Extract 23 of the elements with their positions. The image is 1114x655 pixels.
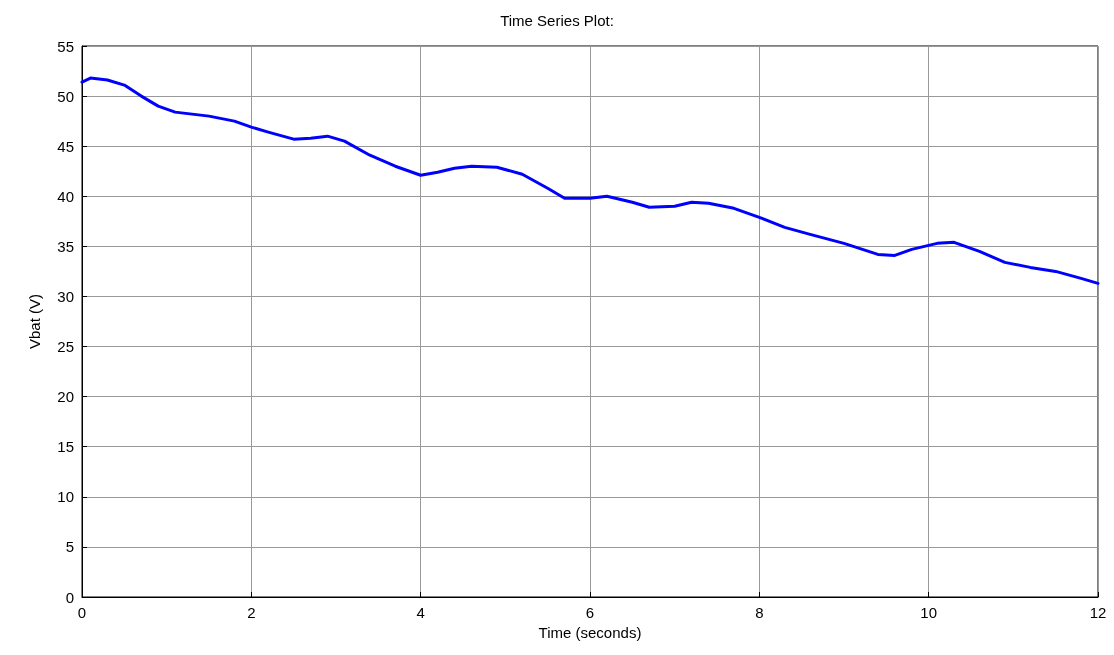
y-tick-label: 35 — [57, 237, 74, 255]
line-series — [80, 76, 1100, 285]
x-tick-label: 0 — [77, 604, 87, 621]
x-tick-label: 12 — [1089, 604, 1107, 621]
x-tick-label: 2 — [247, 604, 256, 621]
chart-title: Time Series Plot: — [500, 12, 614, 29]
y-tick-label: 30 — [57, 287, 74, 305]
y-tick-label: 25 — [57, 338, 74, 356]
x-tick-label: 6 — [585, 604, 595, 621]
x-tick-label: 8 — [755, 604, 764, 621]
y-tick-label: 50 — [57, 87, 74, 105]
y-tick-label: 45 — [57, 137, 74, 155]
y-tick-label: 10 — [57, 488, 74, 506]
x-tick-label: 4 — [416, 604, 425, 621]
y-tick-label: 55 — [57, 37, 74, 55]
y-tick-label: 5 — [65, 538, 74, 556]
y-axis-title: Vbat (V) — [26, 293, 43, 350]
y-tick-label: 0 — [65, 588, 74, 606]
y-tick-label: 20 — [57, 388, 74, 406]
x-axis-title: Time (seconds) — [538, 624, 642, 641]
y-tick-label: 15 — [57, 438, 74, 456]
y-tick-label: 40 — [57, 187, 74, 205]
x-tick-label: 10 — [920, 604, 938, 621]
